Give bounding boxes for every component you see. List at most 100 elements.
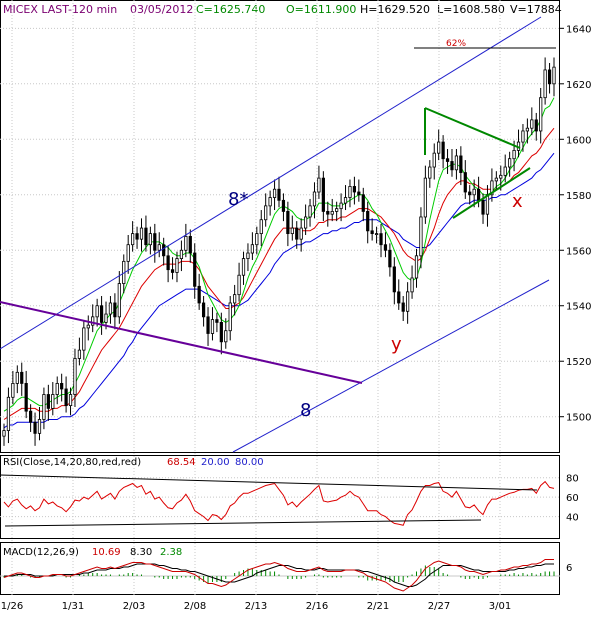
- candle-body: [188, 235, 192, 254]
- header-open: O=1611.900: [286, 3, 356, 16]
- rsi-tick-label: 40: [566, 513, 579, 524]
- rsi-hi: 80.00: [235, 457, 264, 468]
- candle-body: [330, 211, 334, 215]
- candle-body: [241, 258, 246, 276]
- candle-body: [219, 321, 223, 343]
- candle-body: [77, 349, 82, 359]
- candle-body: [508, 158, 512, 168]
- candle-body: [361, 194, 365, 212]
- candle-body: [237, 274, 241, 296]
- candle-body: [55, 383, 59, 395]
- x-tick-label: 2/13: [245, 601, 267, 612]
- candle-body: [414, 255, 419, 279]
- x-tick-label: 2/03: [123, 601, 145, 612]
- candle-body: [42, 394, 46, 420]
- candle-body: [157, 244, 161, 251]
- candle-body: [383, 244, 388, 251]
- candle-body: [379, 233, 383, 246]
- candle-body: [481, 199, 485, 215]
- y-tick-label: 1560: [566, 246, 591, 257]
- wave-8-star-label: 8*: [228, 189, 248, 210]
- candle-body: [29, 410, 33, 423]
- price-bars: [2, 57, 556, 446]
- rsi-tick-label: 80: [566, 474, 579, 485]
- candle-body: [312, 191, 317, 207]
- wedge-lower-line: [452, 167, 531, 219]
- macd-label: MACD(12,26,9): [3, 547, 79, 558]
- candle-body: [193, 252, 197, 287]
- macd-panel: MACD(12,26,9) 10.69 8.30 2.38 6: [0, 547, 572, 592]
- candle-body: [224, 330, 228, 343]
- rsi-lo: 20.00: [201, 457, 230, 468]
- rsi-line: [3, 480, 555, 526]
- candle-body: [539, 97, 543, 132]
- candle-body: [450, 161, 454, 171]
- fib-62-label: 62%: [446, 39, 466, 49]
- macd-v1: 10.69: [92, 547, 121, 558]
- wave-y-label: y: [391, 334, 402, 355]
- candle-body: [108, 302, 113, 315]
- candle-body: [286, 211, 290, 235]
- candle-body: [485, 194, 490, 215]
- candle-body: [370, 230, 374, 235]
- candle-body: [184, 235, 188, 251]
- candle-body: [357, 191, 361, 196]
- candle-body: [91, 316, 95, 326]
- candle-body: [534, 119, 538, 132]
- candle-body: [530, 119, 534, 129]
- candle-body: [401, 302, 405, 312]
- x-tick-label: 1/26: [1, 601, 23, 612]
- grid: [0, 0, 560, 595]
- candle-body: [339, 202, 343, 210]
- rsi-panel: RSI(Close,14,20,80,red,red) 68.54 20.00 …: [0, 457, 579, 527]
- ma-slow-line: [3, 152, 555, 429]
- candle-body: [317, 177, 321, 193]
- candle-body: [445, 158, 450, 162]
- channel-upper-line: [0, 16, 542, 350]
- candle-body: [410, 277, 414, 293]
- candle-body: [525, 127, 529, 132]
- header-volume: V=17884: [510, 3, 562, 16]
- candle-body: [68, 394, 73, 407]
- candle-body: [206, 316, 210, 334]
- candle-body: [397, 291, 401, 304]
- candle-body: [352, 186, 357, 193]
- candle-body: [46, 394, 50, 409]
- candle-body: [268, 197, 272, 207]
- candle-body: [454, 155, 459, 171]
- candle-body: [15, 371, 19, 384]
- candle-body: [321, 177, 325, 212]
- candle-body: [255, 233, 259, 246]
- y-tick-label: 1620: [566, 80, 591, 91]
- candle-body: [11, 383, 15, 398]
- candle-body: [335, 208, 339, 212]
- candle-body: [472, 188, 476, 196]
- candle-body: [33, 421, 37, 434]
- wave-8-label: 8: [300, 400, 311, 421]
- candle-body: [82, 327, 86, 351]
- candle-body: [406, 291, 410, 312]
- candle-body: [476, 188, 481, 201]
- candle-body: [308, 205, 312, 218]
- candle-body: [388, 249, 392, 268]
- candle-body: [423, 177, 427, 218]
- header-high: H=1629.520: [360, 3, 430, 16]
- candle-body: [64, 388, 68, 407]
- wave-labels: 8* 8 y x 62%: [228, 39, 523, 421]
- candle-body: [299, 227, 303, 240]
- candle-body: [95, 305, 99, 318]
- candle-body: [343, 197, 348, 204]
- y-tick-label: 1540: [566, 302, 591, 313]
- candle-body: [552, 66, 556, 85]
- x-tick-label: 2/08: [184, 601, 206, 612]
- rsi-label: RSI(Close,14,20,80,red,red): [3, 457, 141, 468]
- macd-v3: 2.38: [160, 547, 182, 558]
- candle-body: [175, 258, 179, 273]
- candle-body: [246, 252, 250, 259]
- candle-body: [148, 233, 152, 246]
- candle-body: [490, 180, 494, 196]
- header-symbol: MICEX LAST-120 min: [3, 3, 117, 16]
- candle-body: [162, 244, 166, 257]
- candle-body: [459, 155, 463, 173]
- candle-body: [392, 266, 396, 293]
